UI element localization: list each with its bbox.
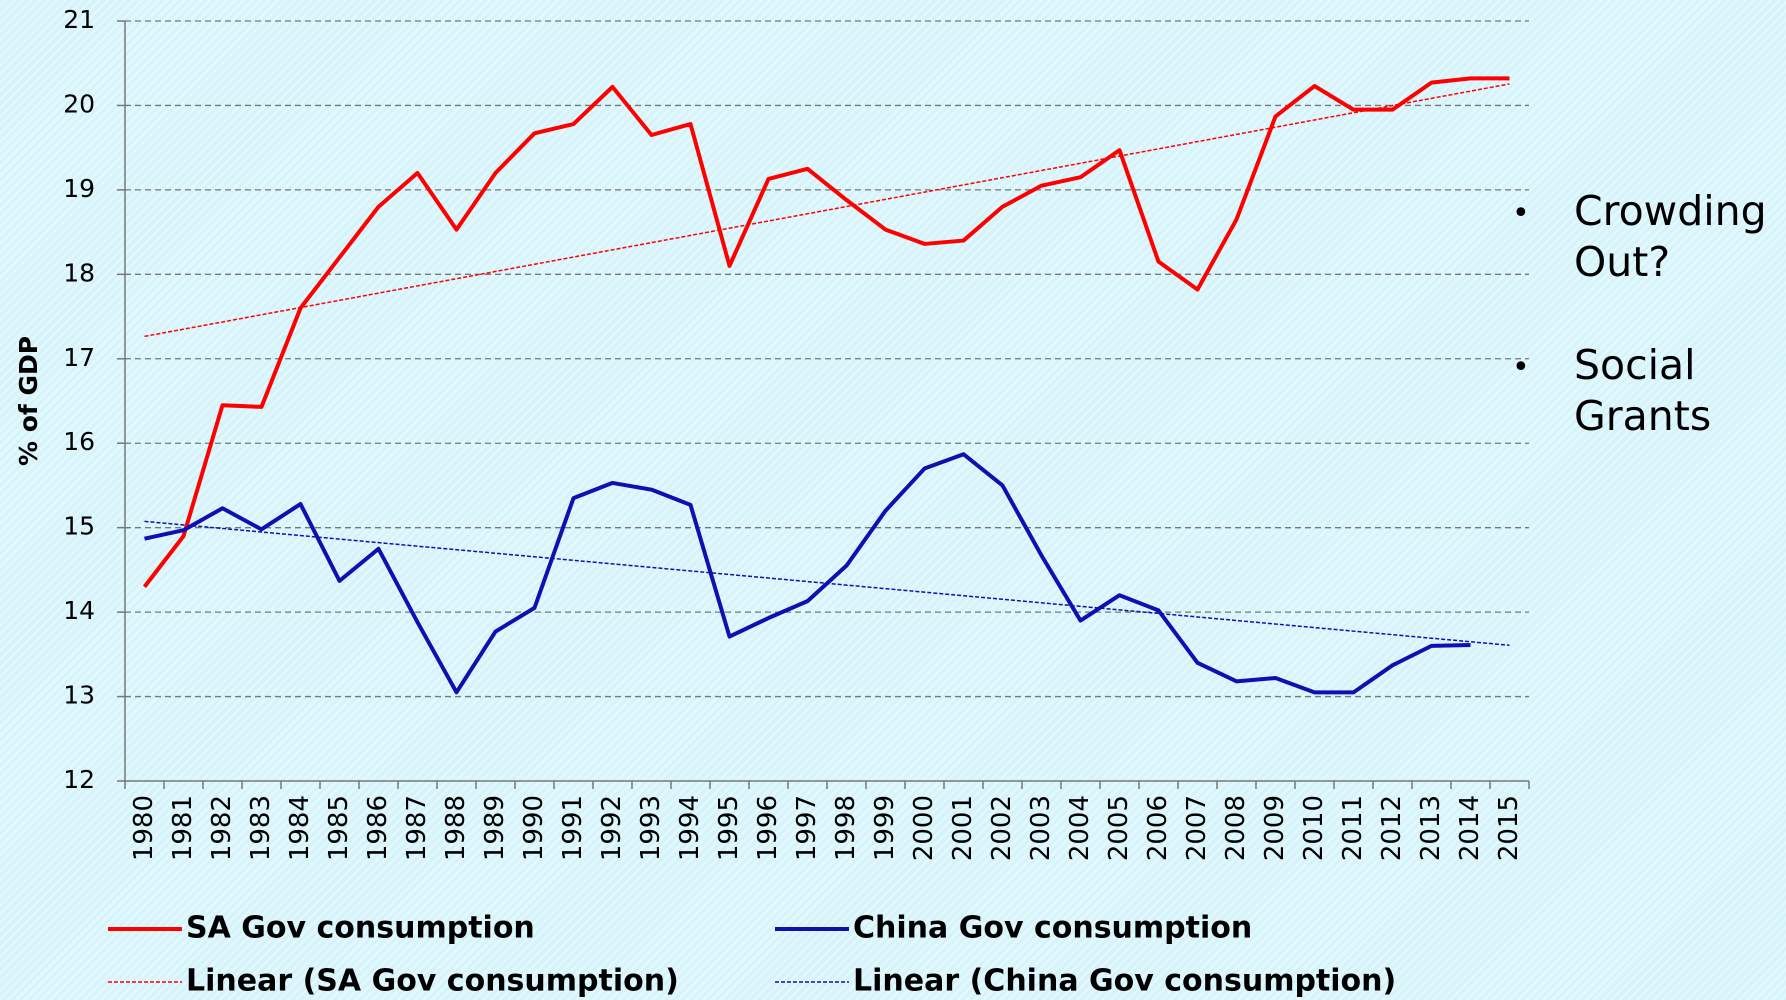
x-tick-label: 1981 — [168, 795, 198, 861]
x-tick-label: 1985 — [324, 795, 354, 861]
bullet: • — [1512, 196, 1530, 231]
legend-label: China Gov consumption — [853, 911, 1252, 946]
x-tick-label: 1998 — [831, 795, 861, 861]
x-tick-label: 2007 — [1182, 795, 1212, 861]
y-tick-label: 19 — [63, 174, 95, 203]
y-tick-label: 16 — [63, 427, 95, 456]
x-tick-label: 1982 — [207, 795, 237, 861]
x-tick-label: 1995 — [714, 795, 744, 861]
x-tick-label: 1996 — [753, 795, 783, 861]
y-tick-label: 17 — [63, 343, 95, 372]
x-tick-label: 2006 — [1143, 795, 1173, 861]
x-tick-label: 1980 — [129, 795, 159, 861]
y-axis-title: % of GDP — [14, 336, 43, 466]
y-tick-label: 15 — [63, 512, 95, 541]
x-tick-label: 2010 — [1299, 795, 1329, 861]
y-tick-label: 14 — [63, 596, 95, 625]
legend-label: Linear (SA Gov consumption) — [186, 964, 679, 999]
x-tick-label: 2008 — [1221, 795, 1251, 861]
annotation: Social Grants — [1574, 341, 1712, 440]
x-tick-label: 2012 — [1377, 795, 1407, 861]
x-tick-label: 2015 — [1494, 795, 1524, 861]
x-tick-label: 2002 — [987, 795, 1017, 861]
x-tick-label: 2011 — [1338, 795, 1368, 861]
x-tick-label: 1987 — [402, 795, 432, 861]
x-tick-label: 1988 — [441, 795, 471, 861]
series-line — [144, 452, 1471, 695]
x-tick-label: 2005 — [1104, 795, 1134, 861]
x-tick-label: 1984 — [285, 795, 315, 861]
x-tick-label: 1990 — [519, 795, 549, 861]
x-tick-label: 2004 — [1065, 795, 1095, 861]
trend-line — [144, 83, 1510, 338]
bullet: • — [1512, 350, 1530, 385]
annotation: Crowding Out? — [1574, 187, 1767, 286]
x-tick-label: 1986 — [363, 795, 393, 861]
y-tick-label: 13 — [63, 681, 95, 710]
legend-label: Linear (China Gov consumption) — [853, 964, 1396, 999]
x-tick-label: 2003 — [1026, 795, 1056, 861]
x-tick-label: 1999 — [870, 795, 900, 861]
legend-label: SA Gov consumption — [186, 911, 535, 946]
x-tick-label: 2001 — [948, 795, 978, 861]
x-tick-label: 2014 — [1455, 795, 1485, 861]
series-line — [142, 76, 1510, 588]
x-tick-label: 1991 — [558, 795, 588, 861]
x-tick-label: 1989 — [480, 795, 510, 861]
x-tick-label: 2013 — [1416, 795, 1446, 861]
x-tick-label: 2000 — [909, 795, 939, 861]
x-tick-label: 1997 — [792, 795, 822, 861]
x-tick-label: 1983 — [246, 795, 276, 861]
y-tick-label: 21 — [63, 5, 95, 34]
y-tick-label: 20 — [63, 89, 95, 118]
x-tick-label: 1993 — [636, 795, 666, 861]
x-tick-label: 2009 — [1260, 795, 1290, 861]
y-tick-label: 12 — [63, 765, 95, 794]
y-tick-label: 18 — [63, 258, 95, 287]
x-tick-label: 1994 — [675, 795, 705, 861]
x-tick-label: 1992 — [597, 795, 627, 861]
